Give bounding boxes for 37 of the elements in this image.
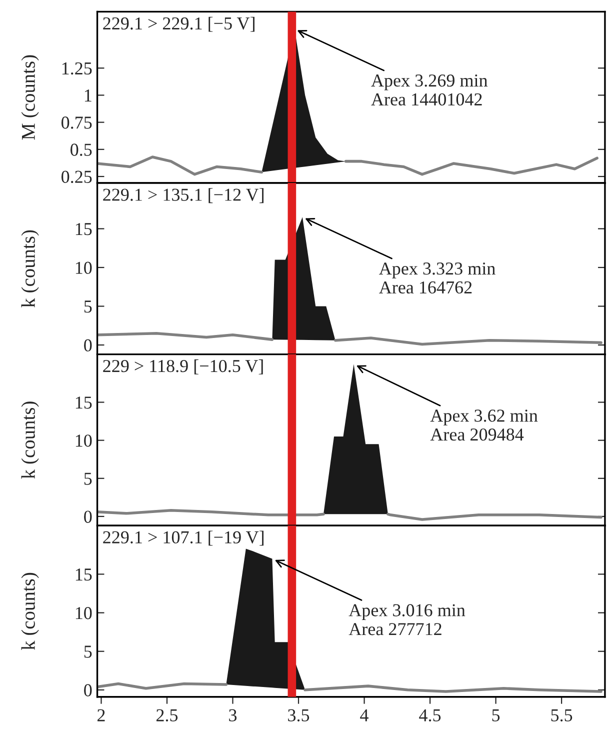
chart-title: 229.1 > 229.1 [−5 V] <box>103 16 254 32</box>
chart-title: 229 > 118.9 [−10.5 V] <box>103 359 263 374</box>
chart-title: 229.1 > 135.1 [−12 V] <box>103 188 264 204</box>
x-tick-label: 2 <box>98 709 105 722</box>
y-tick-label: 10 <box>76 434 92 447</box>
annotation: Apex 3.016 min Area 277712 <box>348 604 466 636</box>
y-tick-label: 0 <box>84 339 92 352</box>
y-tick-label: 10 <box>76 607 92 620</box>
y-tick-label: 0 <box>84 510 92 523</box>
y-axis-title: M (counts) <box>21 55 39 140</box>
x-tick-label: 4 <box>360 709 369 722</box>
annotation: Apex 3.269 min Area 14401042 <box>371 74 488 106</box>
x-tick-label: 2.5 <box>156 709 178 722</box>
annotation: Apex 3.62 min Area 209484 <box>430 410 538 441</box>
y-tick-label: 1.25 <box>62 62 92 75</box>
y-tick-label: 0.5 <box>70 144 92 156</box>
y-tick-label: 0.25 <box>62 170 92 184</box>
x-tick-label: 5 <box>492 709 500 722</box>
y-tick-label: 1 <box>84 90 92 102</box>
x-tick-label: 3 <box>229 709 237 722</box>
y-tick-label: 15 <box>76 396 92 409</box>
y-tick-label: 10 <box>76 262 92 274</box>
y-tick-label: 15 <box>76 223 92 236</box>
annotation: Apex 3.323 min Area 164762 <box>379 262 496 294</box>
y-tick-label: 0 <box>84 684 92 696</box>
x-tick-label: 5.5 <box>551 709 572 722</box>
y-axis-title: k (counts) <box>21 230 39 308</box>
x-tick-label: 4.5 <box>419 709 441 722</box>
y-axis-title: k (counts) <box>21 402 39 479</box>
y-tick-label: 5 <box>84 472 92 485</box>
x-tick-label: 3.5 <box>288 709 310 722</box>
y-tick-label: 5 <box>84 300 92 313</box>
chart-title: 229.1 > 107.1 [−19 V] <box>103 530 264 546</box>
y-tick-label: 15 <box>76 568 92 581</box>
y-tick-label: 5 <box>84 646 92 658</box>
y-tick-label: 0.75 <box>62 116 92 129</box>
y-axis-title: k (counts) <box>21 572 39 650</box>
